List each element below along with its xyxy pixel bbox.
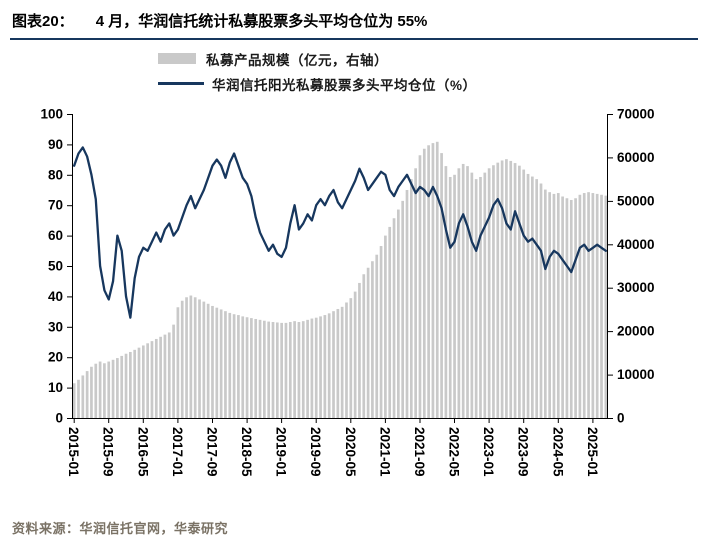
x-axis-tick-label: 2025-01 — [585, 427, 600, 477]
source-note: 资料来源：华润信托官网，华泰研究 — [12, 521, 229, 536]
axis-labels: 0 10 20 30 40 50 60 70 80 90 100 0 10000 20000 30000 40… — [40, 107, 654, 478]
figure-title: 4 月，华润信托统计私募股票多头平均仓位为 55% — [95, 13, 428, 30]
x-axis-tick-label: 2019-01 — [274, 427, 289, 477]
x-axis-tick-label: 2017-01 — [170, 427, 185, 477]
line-series — [73, 146, 607, 319]
left-axis-tick-label: 0 — [55, 411, 63, 426]
bar-series-swatch — [158, 53, 196, 64]
legend: 私募产品规模（亿元，右轴） 华润信托阳光私募股票多头平均仓位（%） — [158, 46, 698, 96]
x-axis-tick-label: 2018-05 — [239, 427, 254, 477]
x-axis-tick-label: 2021-01 — [377, 427, 392, 477]
x-axis-tick-label: 2015-09 — [101, 427, 116, 477]
x-axis-tick-label: 2021-09 — [412, 427, 427, 477]
left-axis-tick-label: 30 — [48, 319, 63, 334]
left-axis-tick-label: 80 — [48, 167, 63, 182]
right-axis-tick-label: 10000 — [617, 367, 655, 382]
figure-header: 图表20： 4 月，华润信托统计私募股票多头平均仓位为 55% — [10, 6, 698, 37]
right-axis-tick-label: 60000 — [617, 150, 655, 165]
x-axis-tick-label: 2023-01 — [481, 427, 496, 477]
x-axis-tick-label: 2022-05 — [447, 427, 462, 477]
x-axis-tick-label: 2023-09 — [516, 427, 531, 477]
left-axis-tick-label: 60 — [48, 228, 63, 243]
bars-series — [72, 141, 608, 419]
x-axis-tick-label: 2024-05 — [550, 427, 565, 477]
tick-marks — [67, 114, 613, 423]
x-axis-tick-label: 2016-05 — [135, 427, 150, 477]
header-divider — [10, 38, 698, 40]
left-axis-tick-label: 90 — [48, 137, 63, 152]
right-axis-tick-label: 20000 — [617, 324, 655, 339]
x-axis-tick-label: 2019-09 — [308, 427, 323, 477]
figure-number: 图表20： — [12, 13, 74, 30]
left-axis-tick-label: 100 — [40, 107, 63, 122]
x-axis-tick-label: 2015-01 — [66, 427, 81, 477]
right-axis-tick-label: 50000 — [617, 193, 655, 208]
legend-label-bars: 私募产品规模（亿元，右轴） — [206, 52, 388, 68]
left-axis-tick-label: 40 — [48, 289, 63, 304]
legend-label-line: 华润信托阳光私募股票多头平均仓位（%） — [212, 77, 477, 93]
right-axis-tick-label: 30000 — [617, 280, 655, 295]
line-series-swatch — [158, 82, 204, 85]
x-axis-tick-label: 2020-05 — [343, 427, 358, 477]
left-axis-tick-label: 10 — [48, 380, 63, 395]
legend-item-bars: 私募产品规模（亿元，右轴） — [158, 46, 698, 71]
left-axis-tick-label: 70 — [48, 198, 63, 213]
x-axis-tick-label: 2017-09 — [205, 427, 220, 477]
axes — [72, 114, 608, 419]
left-axis-tick-label: 20 — [48, 350, 63, 365]
left-axis-tick-label: 50 — [48, 259, 63, 274]
right-axis-tick-label: 70000 — [617, 107, 655, 122]
chart-canvas: 0 10 20 30 40 50 60 70 80 90 100 0 10000 20000 30000 40… — [40, 107, 654, 478]
legend-item-line: 华润信托阳光私募股票多头平均仓位（%） — [158, 71, 698, 96]
right-axis-tick-label: 0 — [617, 411, 625, 426]
right-axis-tick-label: 40000 — [617, 237, 655, 252]
